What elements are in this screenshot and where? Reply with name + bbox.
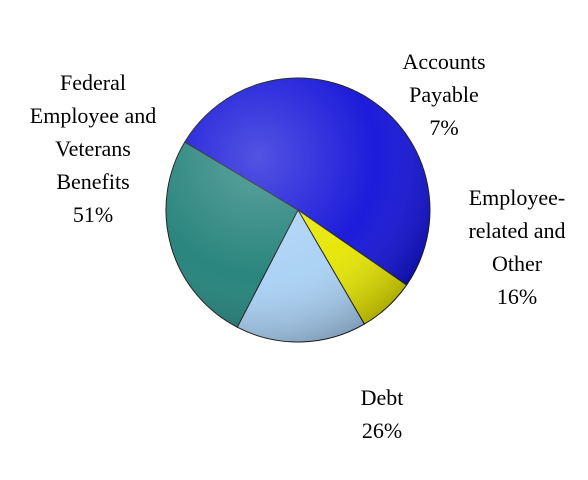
slice-label-text: Debt [361, 385, 404, 410]
slice-label-text: Accounts Payable [402, 49, 485, 107]
slice-label-employee-related-other: Employee- related and Other 16% [446, 148, 588, 346]
slice-label-federal-employee-veterans-benefits: Federal Employee and Veterans Benefits 5… [0, 33, 186, 264]
slice-label-debt: Debt 26% [320, 348, 444, 480]
slice-label-text: Federal Employee and Veterans Benefits [30, 70, 156, 194]
slice-value-label: 7% [374, 111, 514, 144]
pie-chart: Federal Employee and Veterans Benefits 5… [0, 0, 588, 417]
slice-value-label: 16% [446, 280, 588, 313]
slice-value-label: 51% [0, 198, 186, 231]
slice-value-label: 26% [320, 414, 444, 447]
slice-label-text: Employee- related and Other [468, 185, 565, 276]
